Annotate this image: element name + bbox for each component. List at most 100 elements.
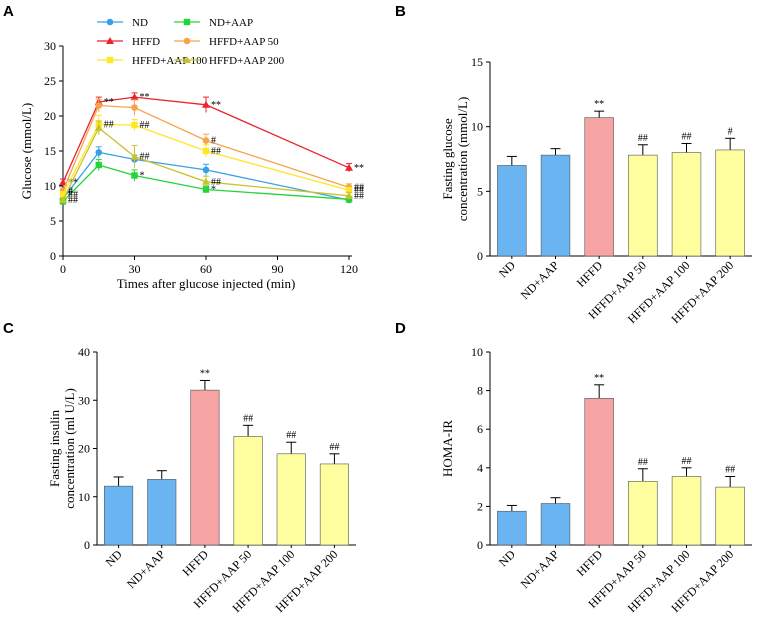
data-point <box>95 149 103 156</box>
y-tick-label: 0 <box>84 538 90 552</box>
significance-label: ** <box>354 163 364 174</box>
y-tick-label: 25 <box>44 74 56 88</box>
panel-letter-a: A <box>3 3 14 20</box>
x-tick-label: ND <box>496 547 518 569</box>
y-tick-label: 5 <box>50 214 56 228</box>
significance-label: ## <box>68 189 78 200</box>
y-tick-label: 30 <box>44 39 56 53</box>
x-tick-label: 30 <box>129 262 141 276</box>
y-tick-label: 4 <box>477 461 483 475</box>
data-point <box>345 163 353 171</box>
legend-marker <box>106 37 114 44</box>
significance-label: ## <box>638 133 648 144</box>
significance-label: ** <box>68 178 78 189</box>
data-point <box>202 186 210 193</box>
significance-label: ** <box>594 373 604 384</box>
series-hffd-aap-200: ######## <box>59 120 364 206</box>
y-axis-title-line: Fasting insulin <box>47 410 62 487</box>
significance-label: ** <box>104 97 114 108</box>
data-point <box>95 161 102 169</box>
x-tick-label: HFFD <box>179 547 211 579</box>
bar-nd <box>104 485 134 546</box>
legend-item-hffd-aap-100: HFFD+AAP 100 <box>97 55 208 67</box>
y-tick-label: 8 <box>477 384 483 398</box>
significance-label: ## <box>140 152 150 163</box>
bar-hffd-aap-200 <box>715 486 745 546</box>
legend-item-nd: ND <box>97 17 148 29</box>
significance-label: ## <box>354 191 364 202</box>
x-tick-label: 0 <box>60 262 66 276</box>
y-tick-label: 0 <box>477 538 483 552</box>
y-tick-label: 10 <box>78 490 90 504</box>
bar-hffd-aap-50 <box>233 436 263 546</box>
y-tick-label: 0 <box>50 249 56 263</box>
data-point <box>130 152 139 160</box>
legend: ND ND+AAP HFFD HFFD+AAP 50 HFFD+AAP 100 HFFD+… <box>97 17 285 67</box>
data-point <box>202 137 210 144</box>
legend-item-hffd: HFFD <box>97 36 160 48</box>
y-axis-title-line: Fasting glucose <box>440 118 455 199</box>
bar-nd <box>497 165 527 257</box>
legend-label: ND <box>132 17 148 29</box>
bar-hffd-aap-200 <box>715 149 745 257</box>
legend-item-hffd-aap-200: HFFD+AAP 200 <box>174 55 285 67</box>
data-point <box>95 102 103 109</box>
legend-item-hffd-aap-50: HFFD+AAP 50 <box>174 36 279 48</box>
significance-label: ** <box>140 92 150 103</box>
y-tick-label: 5 <box>477 184 483 198</box>
x-tick-label: HFFD <box>574 547 606 579</box>
significance-label: ** <box>211 100 221 111</box>
bar-hffd <box>190 389 220 546</box>
legend-label: ND+AAP <box>209 17 253 29</box>
y-tick-label: 15 <box>471 55 483 69</box>
y-axis-title-line: HOMA-IR <box>440 420 455 477</box>
panel-letter-d: D <box>395 320 406 337</box>
significance-label: ## <box>243 413 253 424</box>
legend-label: HFFD+AAP 200 <box>209 55 285 67</box>
significance-label: ## <box>354 182 364 193</box>
data-point <box>131 104 138 111</box>
y-tick-label: 0 <box>477 249 483 263</box>
bar-hffd-aap-50 <box>628 154 658 257</box>
y-axis-title-line: concentration (mmol/L) <box>455 97 470 222</box>
data-point <box>59 191 67 198</box>
y-tick-label: 10 <box>471 345 483 359</box>
significance-label: ## <box>354 185 364 196</box>
significance-label: ## <box>638 457 648 468</box>
x-tick-label: 60 <box>200 262 212 276</box>
y-tick-label: 30 <box>78 393 90 407</box>
data-point <box>202 166 210 174</box>
panel-letter-b: B <box>395 3 406 20</box>
significance-label: ## <box>68 195 78 206</box>
fasting-insulin-chart: 0 10 20 30 40 Fasting insulin concentration (m… <box>47 345 356 615</box>
bar-hffd-aap-100 <box>276 453 306 546</box>
significance-label: ## <box>329 442 339 453</box>
bar-hffd-aap-100 <box>671 476 702 546</box>
data-point <box>202 100 210 108</box>
significance-label: ** <box>594 99 604 110</box>
x-tick-label: 120 <box>340 262 358 276</box>
significance-label: ## <box>211 146 221 157</box>
bar-nd-aap <box>147 479 177 546</box>
y-axis-title: Glucose (mmol/L) <box>19 103 34 199</box>
data-point <box>131 172 138 179</box>
significance-label: ## <box>682 456 692 467</box>
bar-hffd <box>584 398 614 546</box>
significance-label: ** <box>200 368 210 379</box>
significance-label: # <box>68 186 73 197</box>
significance-label: ## <box>725 464 735 475</box>
x-tick-label: ND <box>496 258 518 280</box>
legend-marker <box>106 18 114 26</box>
x-tick-label: 90 <box>272 262 284 276</box>
legend-item-nd-aap: ND+AAP <box>174 17 253 29</box>
legend-label: HFFD <box>132 36 160 48</box>
significance-label: ## <box>286 430 296 441</box>
y-tick-label: 10 <box>44 179 56 193</box>
x-tick-label: ND+AAP <box>518 547 562 591</box>
y-axis-title-line: concentration (ml U/L) <box>62 388 77 509</box>
y-tick-label: 2 <box>477 499 483 513</box>
legend-marker <box>183 37 191 45</box>
bar-hffd-aap-100 <box>671 152 702 257</box>
legend-marker <box>106 56 114 64</box>
fasting-glucose-chart: 0 5 10 15 Fasting glucose concentration (mmol… <box>440 55 752 326</box>
